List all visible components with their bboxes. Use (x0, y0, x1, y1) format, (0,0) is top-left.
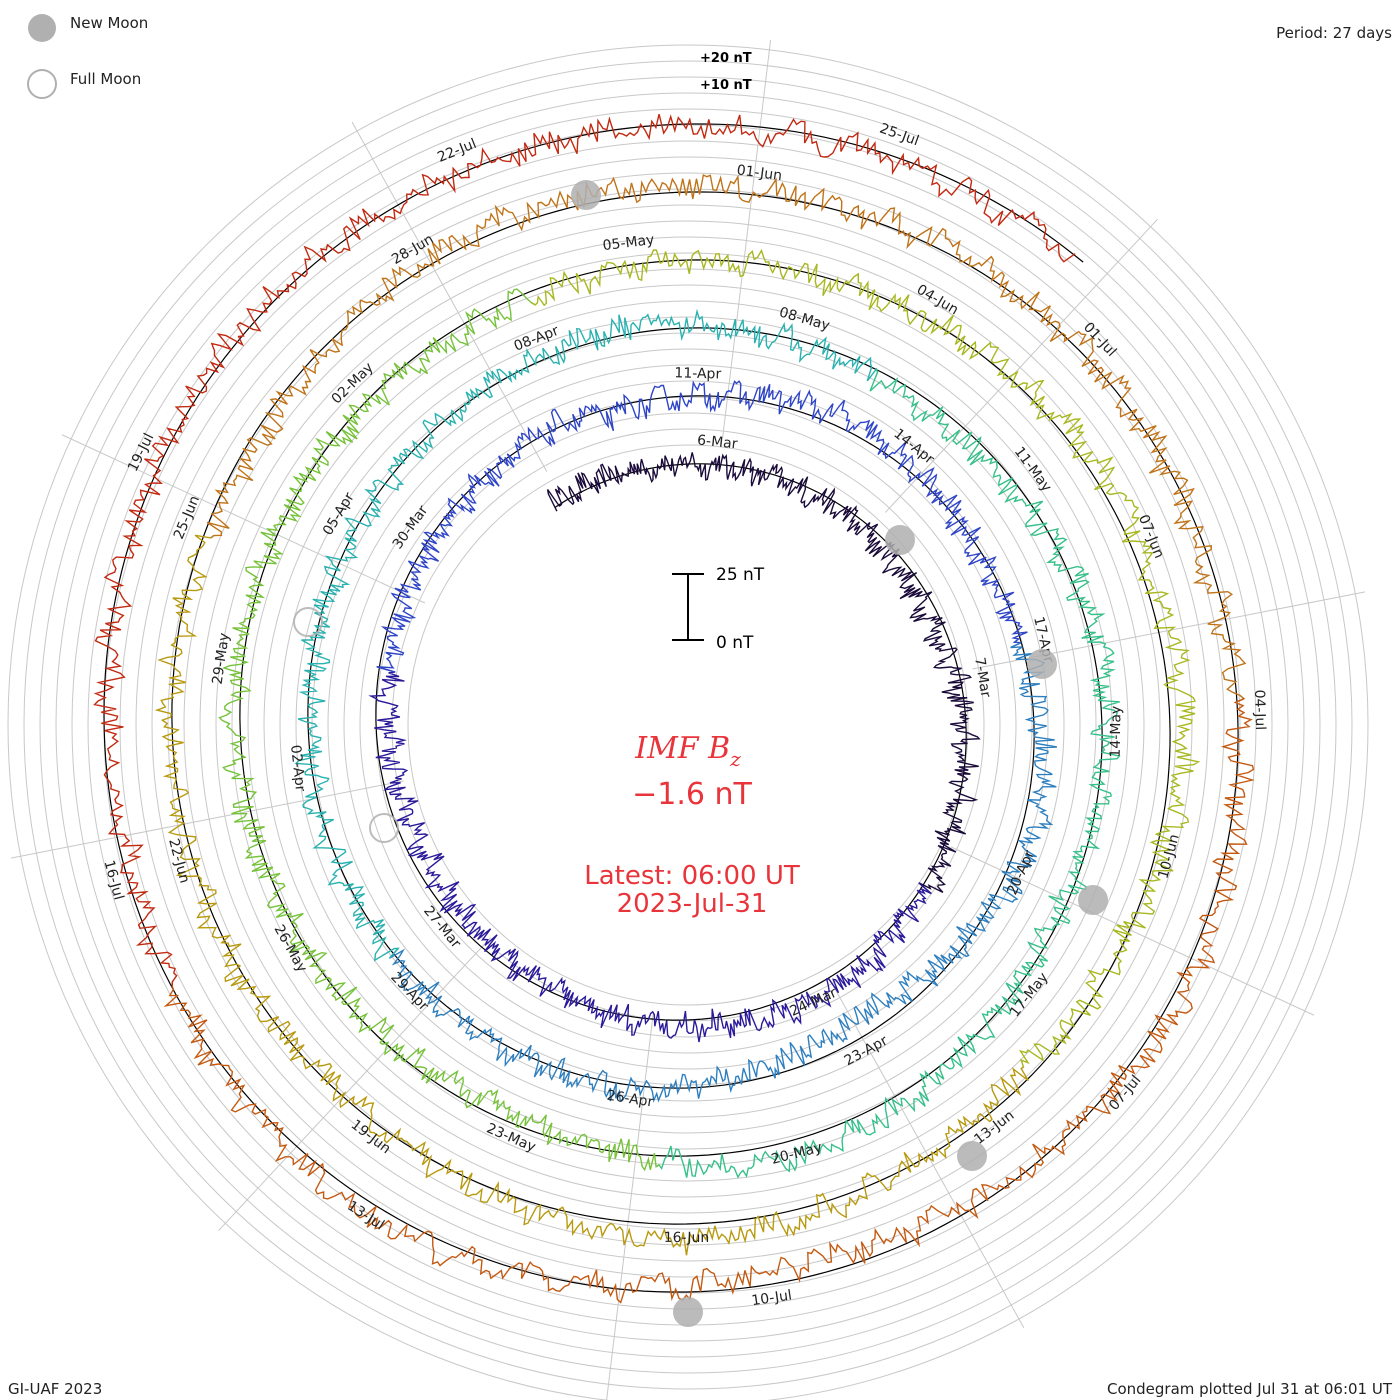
trace-segment (294, 308, 879, 962)
grid-spoke (722, 39, 772, 438)
new-moon-icon (1027, 649, 1057, 679)
ring-scale-20: +20 nT (700, 51, 752, 66)
date-label: 10-Jun (1155, 832, 1182, 880)
grid-ring (343, 380, 1033, 1070)
date-label: 23-May (484, 1120, 538, 1155)
new-moon-icon (957, 1141, 987, 1171)
grid-ring (263, 300, 1113, 1150)
full-moon-icon (369, 813, 399, 843)
grid-ring (295, 332, 1081, 1118)
new-moon-icon (885, 525, 915, 555)
grid-ring (327, 364, 1049, 1086)
center-title-main: IMF B (634, 731, 730, 766)
grid-spoke (950, 846, 1315, 1016)
date-label: 07-Jun (1135, 512, 1167, 560)
grid-ring (39, 76, 1337, 1374)
trace-segment (546, 452, 981, 895)
polar-grid (7, 39, 1369, 1400)
new-moon-icon (1078, 885, 1108, 915)
plotted-label: Condegram plotted Jul 31 at 06:01 UT (1107, 1380, 1393, 1398)
new-moon-legend-label: New Moon (70, 14, 148, 32)
full-moon-legend-icon (27, 69, 57, 99)
new-moon-icon (571, 180, 601, 210)
grid-spoke (351, 121, 548, 472)
center-latest: Latest: 06:00 UT (584, 861, 800, 891)
full-moon-legend-label: Full Moon (70, 70, 141, 88)
date-label: 6-Mar (696, 432, 738, 452)
grid-spoke (606, 1012, 654, 1400)
trace-segment (93, 114, 1076, 987)
grid-ring (183, 220, 1193, 1230)
date-label: 29-May (210, 632, 233, 686)
grid-ring (359, 396, 1017, 1054)
date-label: 10-Jul (751, 1287, 793, 1309)
full-moon-icon (293, 607, 323, 637)
date-label: 05-May (602, 232, 655, 254)
trace-segment (655, 368, 1121, 1179)
grid-ring (103, 140, 1273, 1310)
grid-ring (215, 252, 1161, 1198)
date-label: 08-Apr (512, 323, 562, 355)
date-label: 7-Mar (971, 656, 993, 699)
date-label: 13-Jul (344, 1198, 387, 1234)
trace-segment (376, 380, 1028, 673)
date-label: 26-May (270, 922, 309, 975)
new-moon-icon (673, 1297, 703, 1327)
grid-ring (135, 172, 1241, 1278)
date-label: 14-May (1108, 706, 1125, 758)
scale-bar-top-label: 25 nT (716, 565, 765, 585)
date-label: 16-Jun (664, 1230, 710, 1246)
trace-segment (388, 642, 1058, 1103)
period-label: Period: 27 days (1276, 24, 1392, 42)
trace-segment (530, 248, 1201, 1070)
grid-spoke (218, 937, 492, 1231)
grid-ring (151, 188, 1225, 1262)
date-label: 22-Jul (435, 136, 479, 166)
date-label: 02-Apr (287, 744, 308, 792)
grid-ring (311, 348, 1065, 1102)
credit-label: GI-UAF 2023 (8, 1380, 102, 1398)
new-moon-legend-icon (28, 14, 56, 42)
data-traces (93, 114, 1255, 1304)
center-title-sub: z (729, 747, 741, 771)
grid-spoke (61, 434, 426, 604)
grid-ring (7, 44, 1369, 1400)
grid-ring (23, 60, 1353, 1390)
grid-ring (119, 156, 1257, 1294)
center-value: −1.6 nT (632, 777, 752, 812)
center-date: 2023-Jul-31 (617, 889, 768, 919)
date-label: 24-Mar (788, 985, 840, 1020)
date-label: 01-Jun (736, 162, 783, 184)
date-label: 25-Jun (171, 493, 203, 541)
trace-segment (206, 173, 1247, 704)
trace-segment (163, 698, 1255, 1304)
date-label: 02-May (329, 360, 377, 408)
grid-ring (55, 92, 1321, 1358)
grid-ring (231, 268, 1145, 1182)
date-label: 11-Apr (674, 365, 721, 382)
grid-spoke (828, 978, 1025, 1329)
date-label: 13-Jun (971, 1107, 1017, 1147)
ring-scale-10: +10 nT (700, 78, 752, 93)
grid-ring (71, 108, 1305, 1342)
date-label: 04-Jul (1251, 689, 1268, 730)
moon-markers (293, 180, 1108, 1327)
date-label: 26-Apr (606, 1088, 655, 1111)
grid-spoke (884, 219, 1158, 513)
grid-ring (199, 236, 1177, 1214)
trace-segment (218, 288, 660, 1172)
trace-segment (154, 534, 1029, 1256)
date-label: 25-Jul (877, 121, 921, 150)
center-title: IMF Bz (634, 731, 741, 771)
grid-ring (279, 316, 1097, 1134)
grid-ring (167, 204, 1209, 1246)
date-label: 19-Jul (125, 431, 157, 474)
grid-ring (375, 412, 1001, 1038)
trace-segment (368, 666, 932, 1043)
grid-ring (407, 444, 969, 1006)
scale-bar-bottom-label: 0 nT (716, 633, 754, 653)
grid-spoke (10, 780, 404, 859)
